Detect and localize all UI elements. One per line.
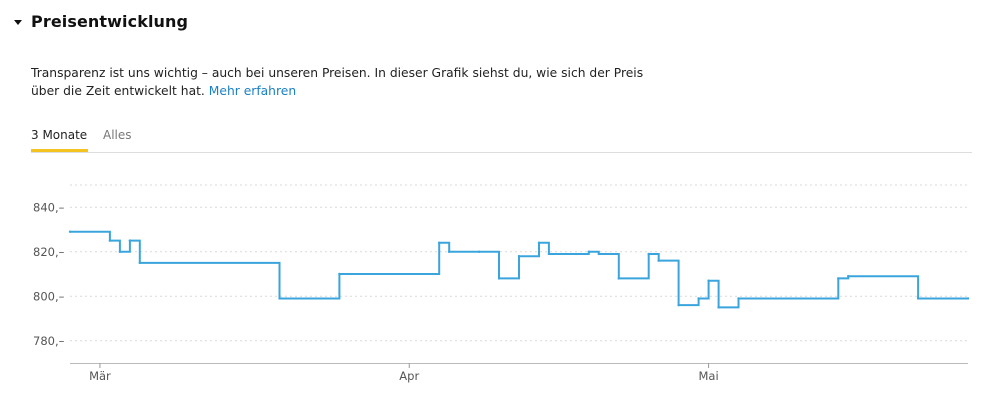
price-point: [717, 306, 720, 309]
y-tick-label: 840,–: [33, 200, 65, 214]
price-point: [497, 277, 501, 280]
price-step-line: [70, 230, 968, 309]
price-point: [737, 297, 740, 300]
y-tick-label: 780,–: [33, 334, 65, 348]
price-point: [697, 297, 700, 300]
section-title: Preisentwicklung: [31, 12, 189, 31]
learn-more-link[interactable]: Mehr erfahren: [208, 84, 297, 98]
range-tabs: 3 Monate Alles: [31, 128, 972, 153]
price-point: [517, 255, 521, 258]
price-point: [916, 297, 920, 300]
price-point: [707, 279, 710, 282]
section-description: Transparenz ist uns wichtig – auch bei u…: [31, 64, 671, 100]
price-point: [138, 261, 142, 265]
price-point: [447, 250, 451, 253]
section-toggle[interactable]: Preisentwicklung: [14, 12, 188, 31]
tab-alles[interactable]: Alles: [103, 128, 132, 142]
x-tick-label: Apr: [399, 369, 419, 383]
price-point: [647, 252, 650, 256]
price-point: [537, 241, 541, 245]
price-point: [587, 250, 591, 253]
y-tick-label: 820,–: [33, 245, 65, 259]
price-point: [128, 239, 132, 242]
y-tick-label: 800,–: [33, 289, 65, 303]
price-point: [278, 297, 281, 300]
price-point: [837, 277, 840, 280]
caret-down-icon: [14, 19, 22, 25]
price-point: [477, 250, 481, 253]
price-point: [677, 303, 680, 307]
price-point: [547, 252, 551, 256]
price-point: [966, 297, 970, 300]
price-point: [847, 275, 850, 278]
price-point: [597, 252, 601, 256]
tab-3-monate[interactable]: 3 Monate: [31, 128, 89, 152]
description-text: Transparenz ist uns wichtig – auch bei u…: [31, 66, 644, 98]
price-point: [437, 241, 441, 245]
price-point: [657, 259, 660, 262]
price-point: [338, 272, 341, 276]
price-point: [617, 277, 620, 280]
x-tick-label: Mai: [698, 369, 718, 383]
price-point: [108, 239, 112, 242]
price-point: [118, 250, 122, 253]
x-tick-label: Mär: [89, 369, 111, 383]
price-point: [68, 230, 72, 233]
